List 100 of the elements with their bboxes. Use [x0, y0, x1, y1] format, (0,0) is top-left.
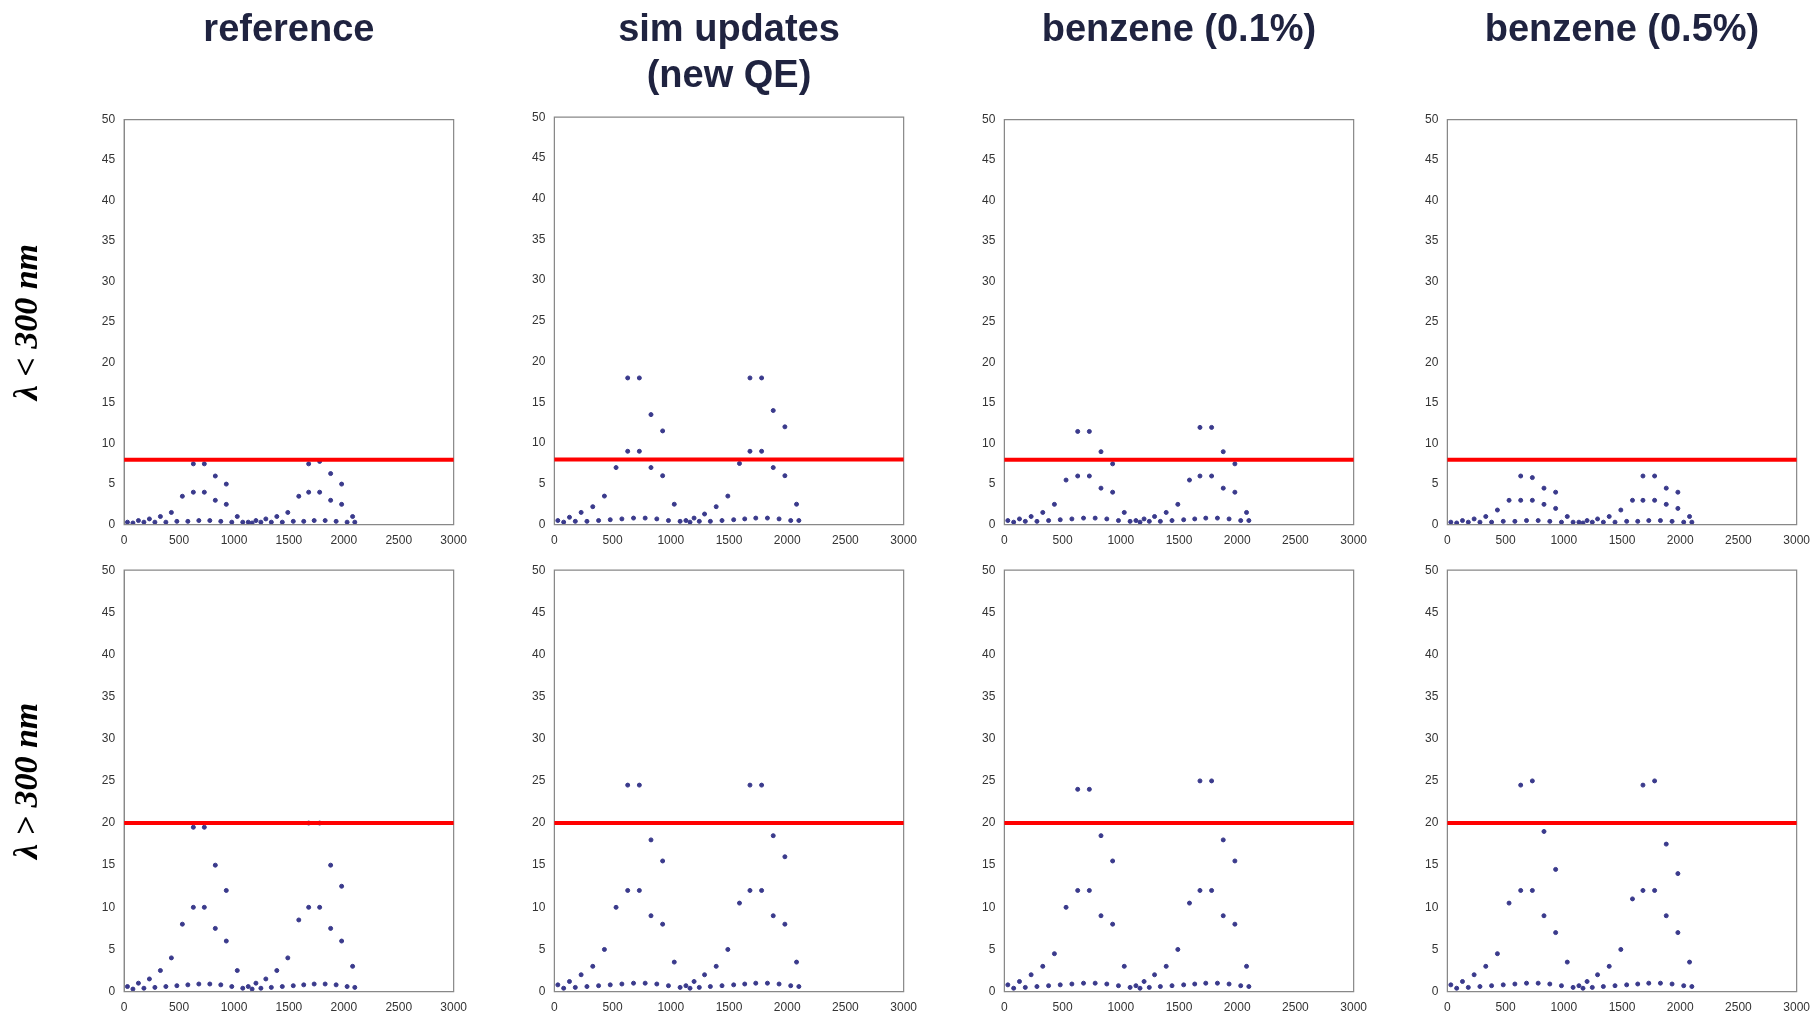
x-tick-label: 2000 [773, 533, 801, 548]
y-tick-label: 40 [981, 646, 996, 661]
y-tick-label: 10 [981, 899, 996, 914]
y-tick-label: 10 [1424, 899, 1439, 914]
y-tick-label: 15 [101, 395, 116, 410]
x-tick-label: 0 [551, 533, 558, 548]
x-tick-label: 1500 [715, 533, 743, 548]
y-tick-label: 0 [538, 983, 546, 998]
y-tick-label: 5 [108, 941, 116, 956]
x-tick-label: 500 [1052, 533, 1073, 548]
x-tick-label: 0 [1444, 533, 1451, 548]
x-tick-label: 3000 [1340, 533, 1368, 548]
y-tick-label: 40 [1424, 646, 1439, 661]
y-tick-label: 50 [1424, 111, 1439, 126]
x-tick-label: 2500 [832, 1000, 860, 1015]
y-tick-label: 45 [101, 152, 116, 167]
y-tick-label: 35 [531, 688, 546, 703]
x-tick-label: 500 [1052, 1000, 1073, 1015]
y-tick-label: 5 [1431, 476, 1439, 491]
x-tick-label: 1000 [220, 1000, 248, 1015]
x-tick-label: 0 [551, 1000, 558, 1015]
x-tick-label: 2000 [1666, 1000, 1694, 1015]
y-tick-label: 5 [988, 941, 996, 956]
y-tick-label: 20 [101, 354, 116, 369]
chart-title: reference [203, 7, 375, 50]
y-tick-label: 40 [101, 192, 116, 207]
y-tick-label: 45 [531, 150, 546, 165]
y-axis-title: λ < 300 nm [7, 243, 45, 403]
x-tick-label: 2000 [1223, 533, 1251, 548]
x-tick-label: 2500 [385, 1000, 413, 1015]
x-tick-label: 2000 [330, 1000, 358, 1015]
y-tick-label: 0 [108, 516, 116, 531]
y-tick-label: 10 [981, 435, 996, 450]
y-tick-label: 30 [531, 272, 546, 287]
x-tick-label: 2500 [1725, 1000, 1753, 1015]
y-tick-label: 50 [531, 562, 546, 577]
y-tick-label: 40 [531, 646, 546, 661]
y-tick-label: 15 [1424, 395, 1439, 410]
x-tick-label: 0 [120, 533, 128, 548]
y-tick-label: 25 [1424, 773, 1439, 788]
x-tick-label: 2500 [1282, 533, 1310, 548]
x-tick-label: 1500 [1608, 1000, 1636, 1015]
y-tick-label: 50 [981, 562, 996, 577]
y-tick-label: 25 [101, 314, 116, 329]
y-tick-label: 15 [981, 857, 996, 872]
x-tick-label: 0 [1001, 1000, 1008, 1015]
y-tick-label: 0 [538, 516, 546, 531]
x-tick-label: 500 [602, 1000, 623, 1015]
y-tick-label: 25 [531, 773, 546, 788]
y-tick-label: 45 [981, 152, 996, 167]
y-tick-label: 10 [531, 435, 546, 450]
y-tick-label: 15 [101, 857, 116, 872]
x-tick-label: 3000 [1783, 1000, 1811, 1015]
y-tick-label: 15 [981, 395, 996, 410]
x-tick-label: 0 [1444, 1000, 1451, 1015]
y-tick-label: 5 [108, 476, 116, 491]
y-tick-label: 40 [1424, 192, 1439, 207]
x-tick-label: 3000 [890, 533, 918, 548]
y-tick-label: 50 [531, 109, 546, 124]
x-tick-label: 1500 [275, 1000, 303, 1015]
y-tick-label: 25 [531, 313, 546, 328]
x-tick-label: 500 [602, 533, 623, 548]
y-tick-label: 5 [1431, 941, 1439, 956]
y-tick-label: 10 [1424, 435, 1439, 450]
y-tick-label: 0 [988, 516, 996, 531]
y-axis-title: λ > 300 nm [7, 702, 45, 862]
y-tick-label: 50 [101, 562, 116, 577]
x-tick-label: 2500 [385, 533, 413, 548]
y-tick-label: 20 [981, 354, 996, 369]
y-tick-label: 40 [981, 192, 996, 207]
x-tick-label: 3000 [1783, 533, 1811, 548]
x-tick-label: 3000 [1340, 1000, 1368, 1015]
x-tick-label: 1000 [1107, 533, 1135, 548]
y-tick-label: 0 [1431, 983, 1439, 998]
y-tick-label: 35 [981, 688, 996, 703]
y-tick-label: 30 [1424, 273, 1439, 288]
x-tick-label: 500 [1495, 1000, 1516, 1015]
chart-title: sim updates (new QE) [618, 7, 840, 95]
y-tick-label: 30 [101, 273, 116, 288]
y-tick-label: 30 [1424, 731, 1439, 746]
x-tick-label: 500 [169, 1000, 190, 1015]
y-tick-label: 10 [531, 899, 546, 914]
x-tick-label: 2500 [1725, 533, 1753, 548]
y-tick-label: 35 [101, 233, 116, 248]
y-tick-label: 35 [531, 231, 546, 246]
x-tick-label: 1500 [1165, 533, 1193, 548]
x-tick-label: 2000 [1223, 1000, 1251, 1015]
y-tick-label: 0 [988, 983, 996, 998]
x-tick-label: 3000 [440, 1000, 468, 1015]
y-tick-label: 45 [101, 604, 116, 619]
x-tick-label: 2000 [330, 533, 358, 548]
x-tick-label: 1500 [1608, 533, 1636, 548]
x-tick-label: 2000 [1666, 533, 1694, 548]
x-tick-label: 500 [169, 533, 190, 548]
y-tick-label: 20 [1424, 815, 1439, 830]
y-tick-label: 30 [981, 731, 996, 746]
y-tick-label: 15 [531, 857, 546, 872]
x-tick-label: 1000 [1107, 1000, 1135, 1015]
y-tick-label: 25 [981, 773, 996, 788]
y-tick-label: 45 [981, 604, 996, 619]
